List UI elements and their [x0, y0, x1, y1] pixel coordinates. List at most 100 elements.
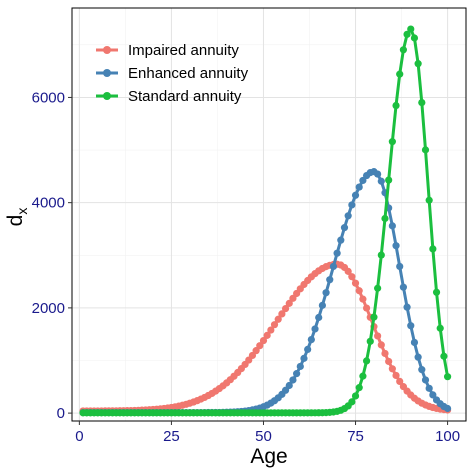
data-point [359, 372, 367, 380]
legend-item-1: Impaired annuity [96, 42, 239, 59]
data-point [443, 404, 452, 413]
data-point [425, 384, 433, 392]
data-point [388, 222, 396, 230]
data-point [270, 321, 279, 329]
data-point [359, 295, 367, 303]
y-tick-label: 2000 [32, 300, 65, 317]
data-point [414, 353, 422, 361]
data-point [385, 357, 393, 366]
data-point [351, 279, 360, 287]
series-3 [79, 25, 452, 417]
legend-label: Enhanced annuity [128, 65, 249, 82]
data-point [374, 170, 382, 178]
data-point [385, 176, 393, 184]
data-point [443, 373, 452, 381]
data-point [333, 249, 341, 257]
data-point [436, 324, 444, 332]
data-point [300, 354, 308, 362]
data-point [267, 326, 275, 334]
data-point [322, 289, 330, 297]
data-point [432, 288, 441, 296]
data-point [392, 101, 400, 110]
data-point [407, 25, 415, 33]
data-point [377, 251, 385, 259]
plot-border [71, 7, 467, 422]
data-point [296, 362, 304, 371]
data-point [351, 392, 360, 400]
data-point [440, 352, 448, 360]
data-point [348, 398, 356, 406]
data-point [403, 30, 411, 38]
data-point [259, 336, 268, 345]
data-point [429, 245, 437, 253]
data-point [410, 34, 419, 42]
data-point [307, 335, 315, 344]
y-axis-title: dx [4, 208, 30, 227]
data-point [396, 70, 404, 78]
data-point [311, 325, 319, 333]
data-point [340, 224, 349, 232]
data-point [407, 322, 415, 330]
legend-label: Impaired annuity [128, 42, 239, 59]
data-point [366, 337, 374, 345]
data-point [344, 212, 352, 220]
data-point [362, 304, 371, 312]
data-point [388, 138, 396, 146]
x-tick-label: 75 [347, 428, 364, 445]
data-point [285, 381, 293, 390]
data-point [374, 284, 382, 292]
data-point [318, 301, 326, 309]
data-point [289, 376, 297, 384]
y-tick-label: 6000 [32, 89, 65, 106]
data-point [410, 338, 419, 347]
data-point [392, 242, 400, 250]
data-point [399, 46, 407, 54]
legend-swatch-point [103, 46, 111, 54]
y-tick-label: 0 [57, 405, 65, 422]
data-point [396, 377, 404, 385]
data-point [337, 236, 345, 244]
y-tick-label: 4000 [32, 195, 65, 212]
data-point [278, 310, 286, 318]
y-axis-title-main: d [4, 215, 27, 227]
data-point [421, 376, 430, 384]
data-point [355, 384, 363, 392]
legend-swatch-point [103, 92, 111, 100]
series-layer [79, 25, 452, 417]
data-point [355, 183, 363, 191]
data-point [392, 371, 400, 380]
data-point [351, 191, 360, 199]
data-point [293, 370, 301, 378]
data-point [414, 60, 422, 68]
data-point [381, 214, 389, 223]
data-point [329, 262, 338, 271]
x-axis-title: Age [250, 445, 287, 468]
data-point [418, 98, 426, 107]
data-point [285, 299, 293, 307]
x-tick-label: 100 [435, 428, 460, 445]
data-point [403, 303, 411, 311]
data-point [377, 177, 385, 185]
y-axis-title-group: dx [4, 208, 30, 227]
legend: Impaired annuity Enhanced annuity Standard… [96, 42, 249, 105]
y-axis-title-subscript: x [14, 208, 30, 215]
data-point [388, 365, 396, 373]
legend-swatch-point [103, 69, 111, 77]
x-tick-label: 25 [163, 428, 180, 445]
data-point [355, 287, 363, 295]
data-point [425, 196, 433, 204]
legend-label: Standard annuity [128, 88, 242, 105]
data-point [304, 345, 312, 354]
data-point [377, 341, 385, 349]
data-point [429, 391, 437, 399]
legend-item-3: Standard annuity [96, 88, 242, 105]
data-point [252, 347, 260, 355]
x-tick-label: 0 [75, 428, 83, 445]
data-point [370, 313, 378, 321]
data-point [274, 315, 282, 323]
data-point [315, 313, 323, 322]
data-point [348, 201, 356, 209]
data-point [421, 146, 430, 154]
data-point [374, 332, 382, 340]
